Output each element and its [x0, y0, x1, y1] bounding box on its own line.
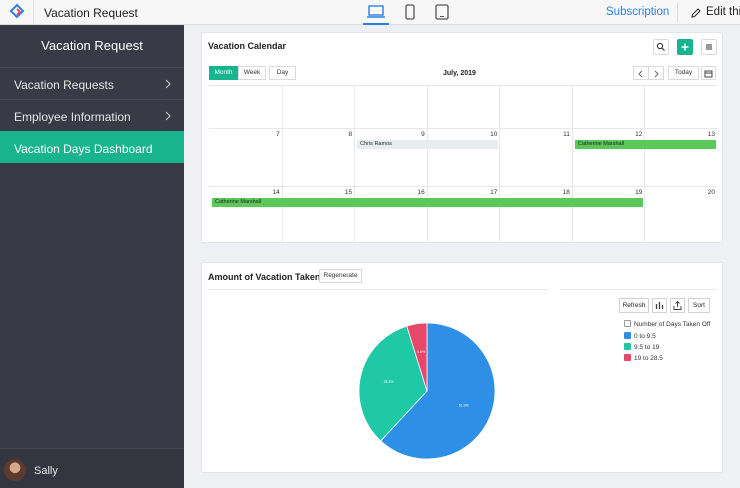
calendar-day-number[interactable]: 8 — [348, 131, 353, 138]
plus-icon — [681, 43, 689, 51]
calendar-day-number[interactable]: 16 — [417, 189, 425, 196]
grid-line — [281, 86, 283, 242]
sidebar-item-vacation-days-dashboard[interactable]: Vacation Days Dashboard — [0, 131, 184, 163]
legend-entry[interactable]: 0 to 9.5 — [624, 332, 656, 340]
view-month-button[interactable]: Month — [209, 66, 238, 80]
pie-slice[interactable] — [358, 325, 428, 442]
month-label: July, 2019 — [443, 70, 476, 77]
divider — [560, 289, 718, 290]
divider — [208, 289, 548, 290]
sidebar-item-label: Employee Information — [14, 110, 131, 124]
chevron-left-icon — [638, 70, 643, 78]
refresh-button[interactable]: Refresh — [619, 298, 649, 313]
legend-title-label: Number of Days Taken Off — [634, 321, 711, 328]
legend-label: 9.5 to 19 — [634, 344, 660, 351]
chevron-right-icon — [165, 79, 171, 89]
calendar-day-number[interactable]: 9 — [421, 131, 425, 138]
sidebar-item-employee-information[interactable]: Employee Information — [0, 99, 184, 131]
grid-line — [354, 86, 356, 242]
export-button[interactable] — [670, 298, 685, 313]
calendar-icon — [704, 70, 713, 78]
grid-line — [499, 86, 501, 242]
today-button[interactable]: Today — [668, 66, 699, 80]
add-button[interactable] — [677, 39, 693, 55]
search-icon — [656, 42, 665, 51]
calendar-day-number[interactable]: 18 — [562, 189, 570, 196]
sidebar-title: Vacation Request — [41, 38, 143, 53]
legend-title[interactable]: Number of Days Taken Off — [624, 320, 710, 328]
next-month-button[interactable] — [648, 66, 664, 80]
sidebar-item-label: Vacation Requests — [14, 78, 114, 92]
share-icon — [673, 300, 682, 310]
calendar-event[interactable]: Catherine Marshall — [574, 140, 716, 149]
sidebar-menu: Vacation Requests Employee Information V… — [0, 67, 184, 163]
pie-slice[interactable] — [406, 322, 428, 392]
user-profile[interactable]: Sally — [0, 448, 184, 488]
legend-entry[interactable]: 19 to 28.5 — [624, 354, 663, 362]
sidebar: Vacation Request Vacation Requests Emplo… — [0, 25, 184, 488]
calendar-grid: 7 8 9 10 11 12 13 14 15 16 17 18 19 20 Chris Ramos Cath… — [209, 85, 717, 242]
chevron-right-icon — [654, 70, 659, 78]
chart-type-button[interactable] — [652, 298, 667, 313]
calendar-day-number[interactable]: 10 — [490, 131, 498, 138]
grid-line — [209, 186, 717, 187]
avatar — [4, 459, 26, 481]
sort-button[interactable]: Sort — [688, 298, 710, 313]
desktop-icon[interactable] — [363, 4, 389, 25]
view-week-button[interactable]: Week — [238, 66, 266, 80]
user-name: Sally — [34, 465, 58, 477]
top-bar: Vacation Request Subscription Edit this — [0, 0, 740, 25]
calendar-day-number[interactable]: 11 — [563, 131, 570, 138]
vacation-chart-card: Amount of Vacation Taken Regenerate Refr… — [201, 262, 723, 473]
calendar-event[interactable]: Catherine Marshall — [212, 198, 644, 207]
pie-slice-label: 61.9% — [459, 403, 469, 407]
hamburger-icon — [706, 44, 712, 50]
checkbox-icon — [624, 332, 631, 339]
pie-chart: 61.9% 33.3% 4.8% — [358, 322, 496, 460]
calendar-day-number[interactable]: 17 — [490, 189, 498, 196]
checkbox-icon — [624, 343, 631, 350]
calendar-day-number[interactable]: 14 — [272, 189, 280, 196]
legend-entry[interactable]: 9.5 to 19 — [624, 343, 659, 351]
checkbox-icon — [624, 354, 631, 361]
grid-line — [209, 128, 717, 129]
calendar-event[interactable]: Chris Ramos — [357, 140, 499, 149]
mobile-icon[interactable] — [400, 4, 420, 21]
calendar-day-number[interactable]: 19 — [635, 189, 643, 196]
calendar-day-number[interactable]: 15 — [344, 189, 353, 196]
grid-line — [644, 86, 646, 242]
chevron-right-icon — [165, 111, 171, 121]
date-picker-button[interactable] — [701, 66, 716, 80]
pie-slice-label: 33.3% — [384, 380, 394, 384]
calendar-day-number[interactable]: 7 — [275, 131, 280, 138]
calendar-day-number[interactable]: 13 — [707, 131, 715, 138]
subscription-link[interactable]: Subscription — [606, 6, 670, 18]
search-button[interactable] — [653, 39, 669, 55]
checkbox-icon — [624, 320, 631, 327]
pencil-icon[interactable] — [690, 6, 702, 18]
sidebar-item-vacation-requests[interactable]: Vacation Requests — [0, 67, 184, 99]
tablet-icon[interactable] — [432, 4, 452, 21]
view-day-button[interactable]: Day — [269, 66, 296, 80]
sidebar-item-label: Vacation Days Dashboard — [14, 142, 153, 156]
chart-title: Amount of Vacation Taken — [208, 272, 321, 282]
grid-line — [571, 86, 573, 242]
regenerate-button[interactable]: Regenerate — [319, 269, 362, 283]
pie-slice[interactable] — [380, 322, 496, 460]
menu-button[interactable] — [701, 39, 717, 55]
legend-label: 0 to 9.5 — [634, 333, 656, 340]
calendar-day-number[interactable]: 12 — [635, 131, 643, 138]
calendar-title: Vacation Calendar — [208, 41, 287, 51]
app-title: Vacation Request — [44, 6, 138, 20]
previous-month-button[interactable] — [633, 66, 649, 80]
legend-label: 19 to 28.5 — [634, 355, 663, 362]
app-logo-icon[interactable] — [0, 0, 34, 25]
divider — [677, 3, 678, 22]
bar-chart-icon — [655, 302, 664, 309]
pie-slice-label: 4.8% — [417, 350, 425, 354]
calendar-day-number[interactable]: 20 — [707, 189, 715, 196]
vacation-calendar-card: Vacation Calendar Month Week Day July, 2… — [201, 32, 723, 243]
grid-line — [426, 86, 428, 242]
edit-this-button[interactable]: Edit this — [706, 6, 740, 18]
